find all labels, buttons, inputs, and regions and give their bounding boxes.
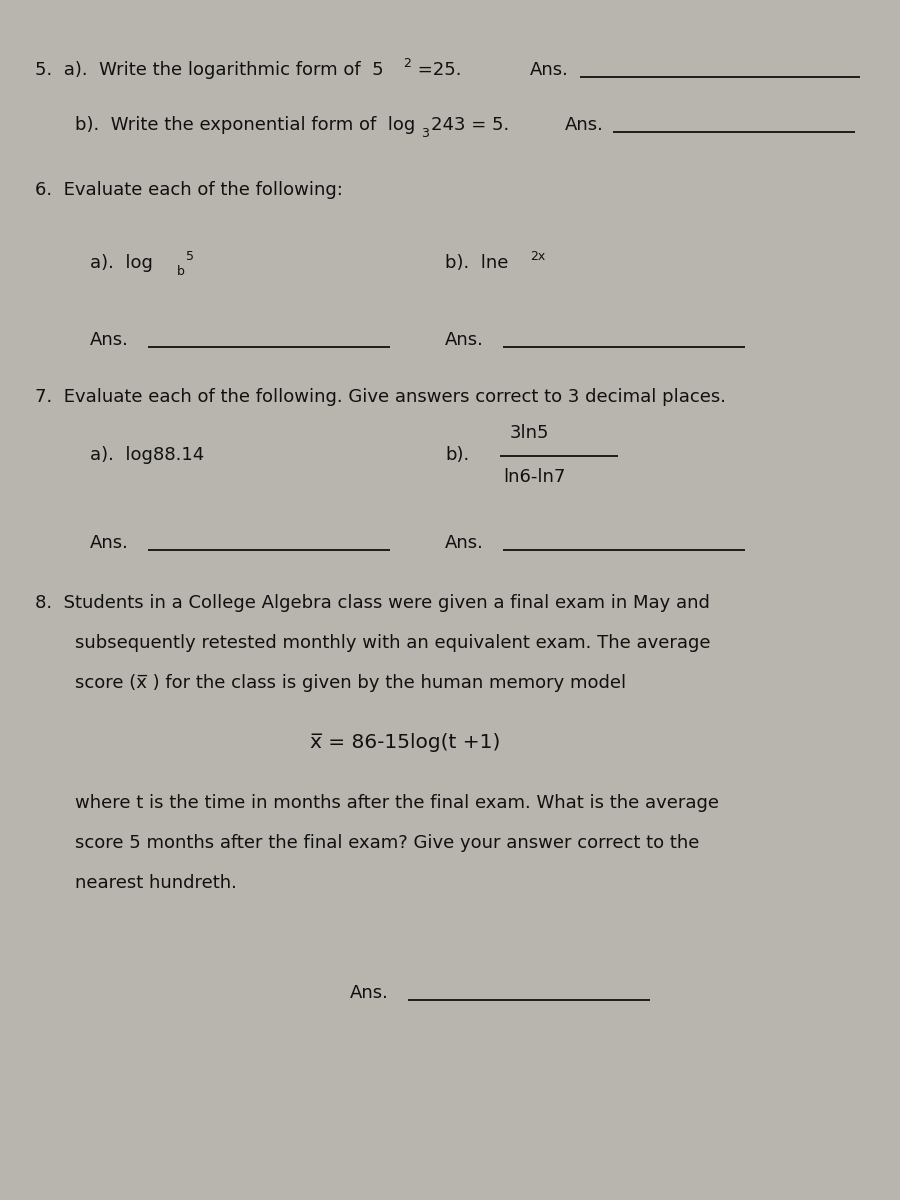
Text: ln6-ln7: ln6-ln7 — [503, 468, 565, 486]
Text: x̅ = 86-15log(t +1): x̅ = 86-15log(t +1) — [310, 733, 500, 752]
Text: 5.  a).  Write the logarithmic form of  5: 5. a). Write the logarithmic form of 5 — [35, 61, 383, 79]
Text: =25.: =25. — [412, 61, 462, 79]
Text: 3: 3 — [421, 127, 429, 140]
Text: b).: b). — [445, 446, 469, 464]
Text: 2x: 2x — [530, 250, 545, 263]
Text: nearest hundreth.: nearest hundreth. — [75, 874, 237, 892]
Text: Ans.: Ans. — [445, 534, 484, 552]
Text: subsequently retested monthly with an equivalent exam. The average: subsequently retested monthly with an eq… — [75, 634, 710, 652]
Text: Ans.: Ans. — [565, 116, 604, 134]
Text: 8.  Students in a College Algebra class were given a final exam in May and: 8. Students in a College Algebra class w… — [35, 594, 710, 612]
Text: Ans.: Ans. — [530, 61, 569, 79]
Text: Ans.: Ans. — [350, 984, 389, 1002]
Text: a).  log88.14: a). log88.14 — [90, 446, 204, 464]
Text: 2: 2 — [403, 56, 411, 70]
Text: a).  log: a). log — [90, 254, 153, 272]
Text: 6.  Evaluate each of the following:: 6. Evaluate each of the following: — [35, 181, 343, 199]
Text: 7.  Evaluate each of the following. Give answers correct to 3 decimal places.: 7. Evaluate each of the following. Give … — [35, 388, 726, 406]
Text: 243 = 5.: 243 = 5. — [431, 116, 509, 134]
Text: b).  Write the exponential form of  log: b). Write the exponential form of log — [75, 116, 415, 134]
Text: 5: 5 — [186, 250, 194, 263]
Text: score (x̅ ) for the class is given by the human memory model: score (x̅ ) for the class is given by th… — [75, 674, 626, 692]
Text: Ans.: Ans. — [90, 534, 129, 552]
Text: b: b — [177, 265, 184, 278]
Text: where t is the time in months after the final exam. What is the average: where t is the time in months after the … — [75, 794, 719, 812]
Text: 3ln5: 3ln5 — [510, 424, 550, 442]
Text: Ans.: Ans. — [90, 331, 129, 349]
Text: score 5 months after the final exam? Give your answer correct to the: score 5 months after the final exam? Giv… — [75, 834, 699, 852]
Text: Ans.: Ans. — [445, 331, 484, 349]
Text: b).  lne: b). lne — [445, 254, 508, 272]
